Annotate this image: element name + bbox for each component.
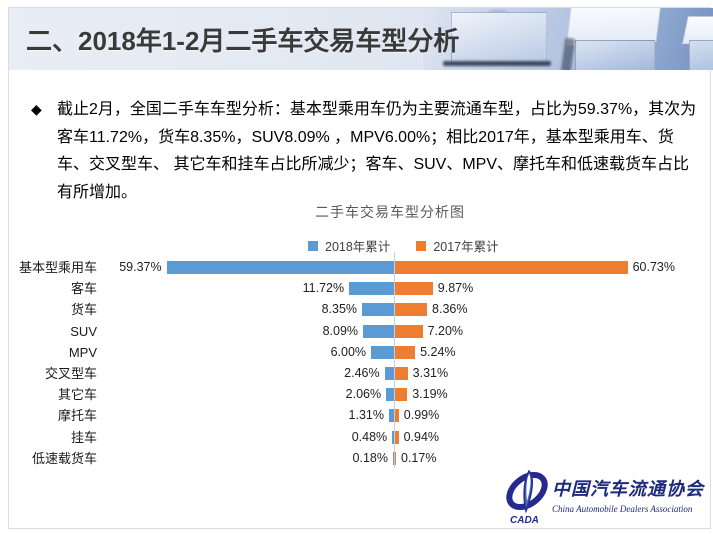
- chart-row: 基本型乘用车 59.37% 60.73%: [0, 257, 713, 278]
- bar-2017: [395, 388, 408, 402]
- bar-2018: [166, 261, 394, 274]
- category-label: SUV: [70, 323, 97, 339]
- category-label: 低速载货车: [31, 450, 97, 466]
- chart-row: 客车 11.72% 9.87%: [0, 278, 713, 299]
- chart-title: 二手车交易车型分析图: [315, 204, 465, 220]
- bar-2017: [395, 430, 399, 444]
- legend-label-2018: 2018年累计: [325, 240, 391, 254]
- bar-2018: [393, 451, 394, 465]
- value-label-2017: 3.19%: [412, 387, 448, 402]
- logo-name-english: China Automobile Dealers Association: [552, 504, 693, 514]
- value-label-2018: 11.72%: [302, 281, 345, 296]
- value-label-2017: 8.36%: [432, 302, 468, 317]
- logo-text-block: 中国汽车流通协会 China Automobile Dealers Associ…: [552, 467, 710, 527]
- bar-2018: [362, 303, 394, 317]
- bar-2018: [386, 388, 394, 402]
- category-label: 挂车: [70, 429, 97, 445]
- category-label: 其它车: [57, 387, 97, 403]
- chart-plot-area: 基本型乘用车 59.37% 60.73% 客车 11.72% 9.87% 货车 8.35% 8.…: [0, 257, 713, 471]
- bar-2017: [395, 303, 428, 317]
- value-label-2017: 0.17%: [401, 450, 437, 465]
- value-label-2018: 0.18%: [352, 450, 388, 465]
- bar-2018: [384, 366, 394, 380]
- value-label-2017: 5.24%: [420, 344, 456, 359]
- chart-row: 摩托车 1.31% 0.99%: [0, 405, 713, 426]
- value-label-2018: 1.31%: [348, 408, 384, 423]
- value-label-2017: 0.99%: [403, 408, 440, 423]
- chart-row: 交叉型车 2.46% 3.31%: [0, 363, 713, 384]
- bar-2017: [395, 345, 416, 359]
- value-label-2017: 7.20%: [427, 323, 464, 338]
- value-label-2018: 59.37%: [119, 260, 162, 274]
- category-label: 摩托车: [57, 408, 97, 424]
- legend-swatch-orange: [416, 240, 427, 251]
- cada-abbr-text: CADA: [510, 515, 539, 526]
- value-label-2018: 8.09%: [322, 323, 359, 338]
- cada-emblem-icon: CADA: [502, 467, 552, 527]
- value-label-2017: 3.31%: [412, 365, 449, 380]
- bar-2018: [363, 324, 394, 338]
- category-label: 货车: [70, 302, 97, 318]
- category-label: MPV: [68, 344, 97, 360]
- value-label-2018: 0.48%: [351, 429, 388, 444]
- slide-border: [8, 7, 711, 529]
- value-label-2017: 0.94%: [403, 429, 440, 444]
- chart-row: SUV 8.09% 7.20%: [0, 321, 713, 342]
- chart-center-axis: [394, 252, 395, 468]
- header-banner: 二、2018年1-2月二手车交易车型分析: [9, 8, 713, 70]
- chart-row: MPV 6.00% 5.24%: [0, 342, 713, 363]
- diamond-bullet-icon: ◆: [31, 101, 42, 117]
- value-label-2017: 60.73%: [632, 260, 675, 274]
- value-label-2018: 8.35%: [321, 302, 358, 317]
- chart-row: 货车 8.35% 8.36%: [0, 299, 713, 320]
- bar-2017: [395, 261, 628, 274]
- bar-2017: [395, 409, 399, 423]
- category-label: 基本型乘用车: [18, 260, 97, 275]
- value-label-2017: 9.87%: [437, 281, 474, 296]
- legend-label-2017: 2017年累计: [433, 240, 499, 254]
- category-label: 客车: [70, 281, 97, 297]
- chart-row: 低速载货车 0.18% 0.17%: [0, 448, 713, 469]
- category-label: 交叉型车: [44, 365, 97, 381]
- bar-2017: [395, 282, 433, 296]
- bar-2017: [395, 324, 423, 338]
- bar-2018: [371, 345, 394, 359]
- value-label-2018: 2.46%: [344, 365, 380, 380]
- legend-item-2017: 2017年累计: [416, 236, 499, 255]
- chart-row: 挂车 0.48% 0.94%: [0, 427, 713, 448]
- organization-logo: CADA 中国汽车流通协会 China Automobile Dealers A…: [502, 467, 710, 527]
- bar-2017: [395, 366, 408, 380]
- summary-text: 截止2月，全国二手车车型分析：基本型乘用车仍为主要流通车型，占比为59.37%，…: [57, 101, 697, 201]
- legend-item-2018: 2018年累计: [308, 236, 390, 255]
- chart-row: 其它车 2.06% 3.19%: [0, 384, 713, 405]
- logo-name-chinese: 中国汽车流通协会: [552, 479, 704, 499]
- bar-2018: [388, 409, 394, 423]
- chart-legend: 2018年累计 2017年累计: [308, 236, 499, 255]
- value-label-2018: 6.00%: [330, 344, 367, 359]
- page-title: 二、2018年1-2月二手车交易车型分析: [26, 25, 460, 56]
- value-label-2018: 2.06%: [345, 387, 382, 402]
- legend-swatch-blue: [308, 240, 318, 251]
- bar-2018: [349, 282, 394, 296]
- bar-2017: [395, 451, 396, 465]
- bar-2018: [392, 430, 394, 444]
- cubes-photo: [423, 8, 713, 70]
- summary-paragraph: ◆ 截止2月，全国二手车车型分析：基本型乘用车仍为主要流通车型，占比为59.37…: [31, 96, 697, 206]
